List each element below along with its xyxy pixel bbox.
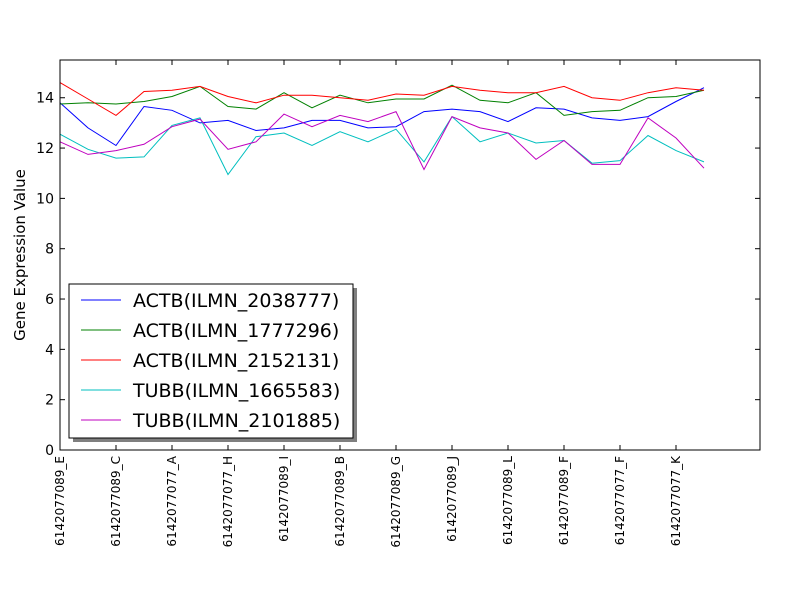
series-group <box>59 82 705 176</box>
legend: ACTB(ILMN_2038777) ACTB(ILMN_1777296) ACTB… <box>68 283 357 442</box>
plot-frame <box>59 59 761 451</box>
y-axis: 0 2 4 6 8 10 12 14 <box>36 91 760 459</box>
legend-label: ACTB(ILMN_2152131) <box>133 350 339 372</box>
x-tick-label: 6142077089_C <box>109 456 123 547</box>
series-line-2 <box>59 84 705 116</box>
series-line-1 <box>59 87 705 147</box>
series-line-4 <box>59 115 705 176</box>
legend-label: TUBB(ILMN_1665583) <box>132 380 340 402</box>
y-tick-label: 8 <box>45 242 54 258</box>
y-axis-label: Gene Expression Value <box>11 169 29 341</box>
y-tick-label: 12 <box>36 141 54 157</box>
y-tick-label: 6 <box>45 292 54 308</box>
legend-label: ACTB(ILMN_1777296) <box>133 320 339 342</box>
y-tick-label: 2 <box>45 393 54 409</box>
y-tick-label: 0 <box>45 443 54 459</box>
y-tick-label: 4 <box>45 342 54 358</box>
x-tick-label: 6142077089_E <box>53 456 67 546</box>
x-tick-label: 6142077089_J <box>445 456 459 542</box>
x-tick-label: 6142077089_B <box>333 456 347 547</box>
y-tick-label: 10 <box>36 191 54 207</box>
x-tick-label: 6142077077_K <box>669 455 683 546</box>
x-tick-label: 6142077077_A <box>165 455 179 546</box>
series-line-3 <box>59 82 705 117</box>
legend-label: TUBB(ILMN_2101885) <box>132 410 340 432</box>
x-tick-label: 6142077077_H <box>221 456 235 547</box>
x-axis: 6142077089_E 6142077089_C 6142077077_A 6142… <box>53 60 683 548</box>
x-tick-label: 6142077089_I <box>277 456 291 542</box>
x-tick-label: 6142077089_L <box>501 456 515 545</box>
legend-label: ACTB(ILMN_2038777) <box>133 290 339 312</box>
x-tick-label: 6142077089_G <box>389 456 403 548</box>
series-line-5 <box>59 110 705 171</box>
y-tick-label: 14 <box>36 91 54 107</box>
legend-box <box>68 283 354 439</box>
x-tick-label: 6142077089_F <box>557 456 571 545</box>
x-tick-label: 6142077077_F <box>613 456 627 545</box>
